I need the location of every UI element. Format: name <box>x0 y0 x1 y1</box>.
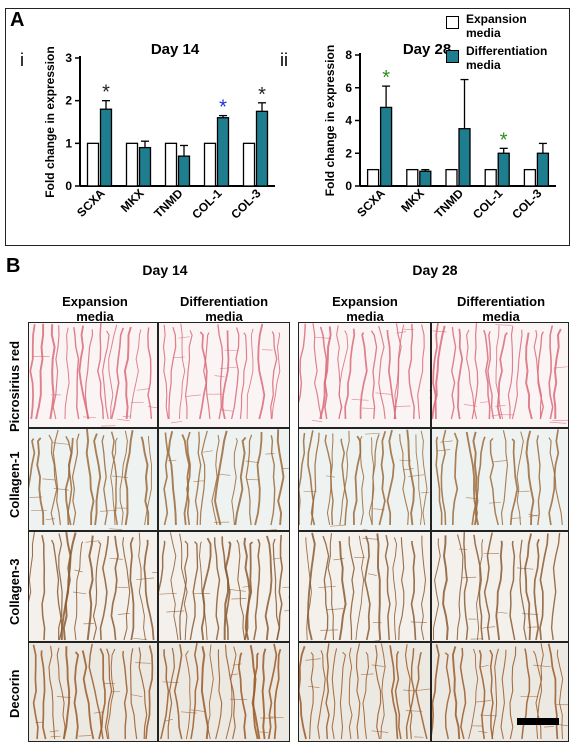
bar-differentiation <box>536 152 550 187</box>
y-tick-label: 2 <box>345 146 352 160</box>
bar-expansion <box>86 142 100 187</box>
histology-image <box>298 322 431 428</box>
x-tick-label: SCXA <box>354 186 388 220</box>
significance-star: * <box>102 82 110 104</box>
x-tick-label: SCXA <box>74 186 108 220</box>
histology-image <box>28 642 158 742</box>
scale-bar <box>517 718 559 725</box>
bar-differentiation <box>216 117 230 187</box>
bar-expansion <box>125 142 139 187</box>
y-tick-label: 0 <box>65 179 72 193</box>
histology-image <box>431 642 569 742</box>
histology-image <box>158 428 290 531</box>
bar-expansion <box>406 168 419 187</box>
y-tick-label: 3 <box>65 51 72 65</box>
bar-expansion <box>242 142 256 187</box>
y-tick-label: 1 <box>65 136 72 150</box>
panel-a-frame <box>5 8 570 246</box>
row-label-picrosirius: Picrosirius red <box>7 340 22 432</box>
y-tick-label: 4 <box>345 114 352 128</box>
legend: Expansion media Differentiation media <box>446 12 568 82</box>
y-tick-label: 2 <box>65 94 72 108</box>
histology-image <box>28 531 158 642</box>
bar-expansion <box>203 142 217 187</box>
histology-image <box>158 531 290 642</box>
day-14-header: Day 14 <box>142 262 188 278</box>
legend-label-differentiation: Differentiation media <box>466 44 548 72</box>
bar-differentiation <box>458 128 471 187</box>
significance-star: * <box>219 97 227 119</box>
bar-expansion <box>484 168 497 187</box>
row-label-collagen3: Collagen-3 <box>7 558 22 625</box>
legend-label-expansion: Expansion media <box>466 12 527 40</box>
bar-differentiation <box>255 110 269 187</box>
histology-image <box>28 428 158 531</box>
x-tick-label: COL-3 <box>228 186 264 222</box>
bar-expansion <box>445 168 458 187</box>
bar-differentiation <box>138 146 152 187</box>
chart-title: Day 28 <box>403 41 451 58</box>
significance-star: * <box>258 84 266 106</box>
col-header-d28-differentiation: Differentiation media <box>456 294 546 324</box>
histology-image <box>431 531 569 642</box>
bar-expansion <box>523 168 537 187</box>
y-axis-label: Fold change in expression <box>323 45 337 196</box>
panel-a-charts: i Day 14 Fold change in expression 0 1 2 3 * SCX… <box>20 41 556 222</box>
y-tick-label: 8 <box>345 48 352 62</box>
x-tick-label: COL-1 <box>189 186 225 222</box>
histology-image <box>431 322 569 428</box>
bar-differentiation <box>177 155 191 187</box>
col-header-d14-expansion: Expansion media <box>62 294 128 324</box>
bar-expansion <box>366 168 380 187</box>
histology-image <box>158 322 290 428</box>
y-axis-label: Fold change in expression <box>43 46 57 197</box>
col-header-d14-differentiation: Differentiation media <box>179 294 269 324</box>
day-28-header: Day 28 <box>412 262 458 278</box>
y-tick-label: 0 <box>345 179 352 193</box>
y-tick-label: 6 <box>345 81 352 95</box>
x-tick-label: COL-1 <box>470 186 506 222</box>
bar-differentiation <box>419 170 432 187</box>
bar-differentiation <box>497 152 510 187</box>
x-tick-label: TNMD <box>432 186 467 221</box>
x-tick-label: COL-3 <box>509 186 545 222</box>
row-label-collagen1: Collagen-1 <box>7 451 22 518</box>
significance-star: * <box>500 129 508 151</box>
bar-differentiation <box>99 108 113 187</box>
histology-image <box>298 531 431 642</box>
panel-b-letter: B <box>6 255 21 277</box>
bar-differentiation <box>379 106 393 187</box>
panel-a-letter: A <box>10 9 25 31</box>
significance-star: * <box>382 67 390 89</box>
histology-image <box>298 428 431 531</box>
legend-swatch-expansion <box>446 16 459 29</box>
histology-image <box>28 322 158 428</box>
histology-image <box>158 642 290 742</box>
panel-numeral: ii <box>280 50 288 70</box>
bar-expansion <box>164 142 178 187</box>
histology-image <box>431 428 569 531</box>
chart-title: Day 14 <box>151 41 200 58</box>
panel-numeral: i <box>20 50 24 70</box>
histology-image <box>298 642 431 742</box>
x-tick-label: MKX <box>398 186 427 215</box>
legend-swatch-differentiation <box>446 50 459 63</box>
x-tick-label: TNMD <box>151 186 186 221</box>
col-header-d28-expansion: Expansion media <box>332 294 398 324</box>
x-tick-label: MKX <box>118 186 147 215</box>
row-label-decorin: Decorin <box>7 669 22 718</box>
